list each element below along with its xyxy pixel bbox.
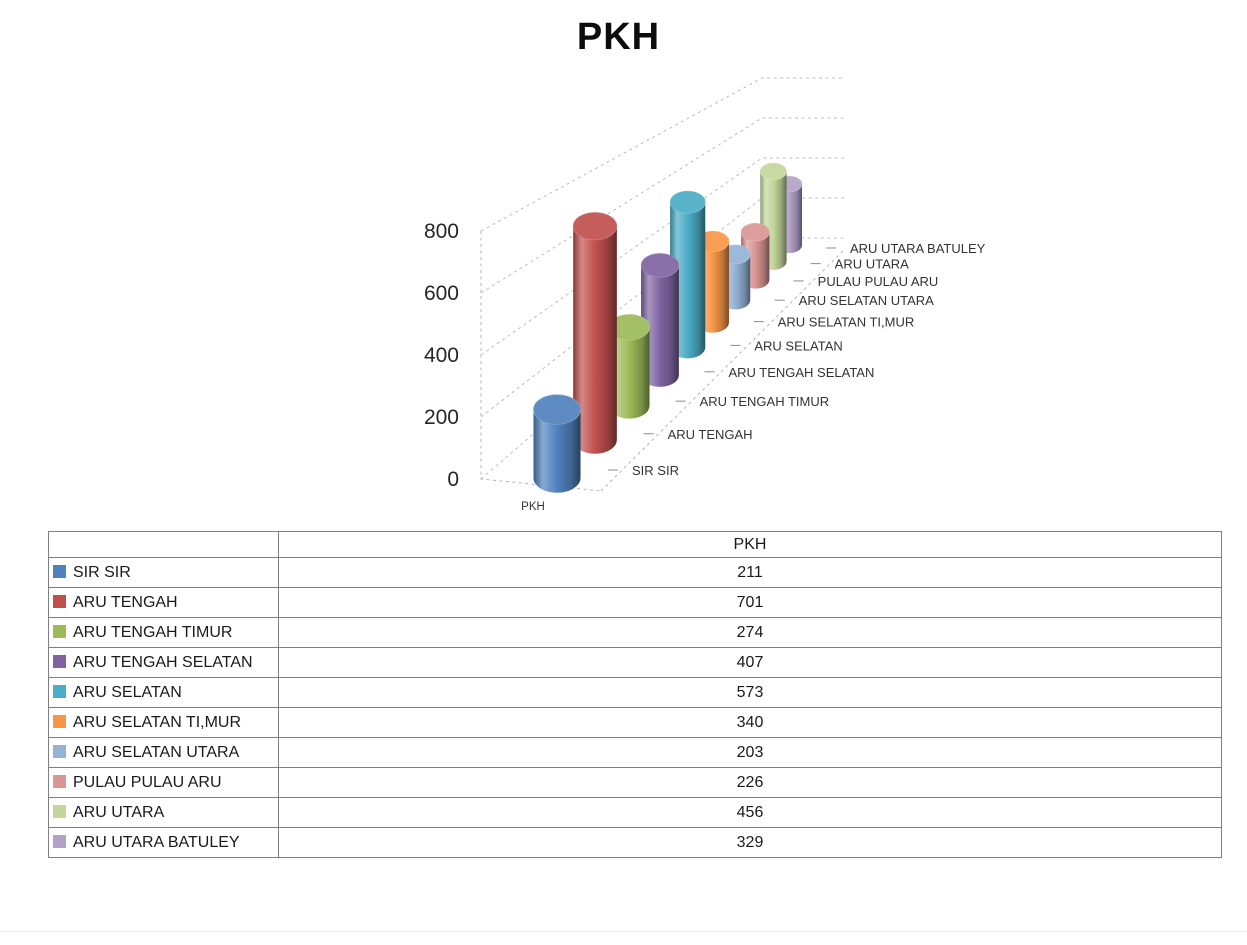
cylinder xyxy=(640,253,680,387)
value-column-header: PKH xyxy=(278,531,1222,558)
cylinder xyxy=(533,394,581,493)
series-label: ARU SELATAN xyxy=(754,338,842,353)
legend-swatch xyxy=(53,774,66,788)
value-cell: 211 xyxy=(278,557,1222,588)
cylinder-3d-chart: SIR SIR ARU TENGAH ARU TENGAH TIMUR ARU TEN… xyxy=(424,77,986,513)
legend-label: SIR SIR xyxy=(73,563,131,581)
series-labels: SIR SIR ARU TENGAH ARU TENGAH TIMUR ARU TEN… xyxy=(608,241,986,478)
value-cell: 407 xyxy=(278,647,1222,678)
legend-label: ARU TENGAH SELATAN xyxy=(73,653,253,671)
legend-label: ARU TENGAH xyxy=(73,593,178,611)
legend-label-cell: PULAU PULAU ARU xyxy=(48,767,279,798)
series-label: ARU SELATAN UTARA xyxy=(799,293,934,308)
series-label: ARU SELATAN TI,MUR xyxy=(778,315,915,330)
table-row: ARU UTARA BATULEY 329 xyxy=(48,827,1222,858)
table-row: SIR SIR 211 xyxy=(48,557,1222,588)
chart-title: PKH xyxy=(576,16,661,58)
legend-swatch xyxy=(53,684,66,698)
table-row: ARU UTARA 456 xyxy=(48,797,1222,828)
legend-label: ARU UTARA xyxy=(73,803,165,821)
series-label: SIR SIR xyxy=(632,463,679,478)
cylinders xyxy=(533,162,803,493)
value-axis-tick-label: 200 xyxy=(424,406,459,429)
value-cell: 573 xyxy=(278,677,1222,708)
cylinder xyxy=(669,190,706,359)
series-label: ARU UTARA BATULEY xyxy=(850,241,986,256)
table-row: ARU TENGAH TIMUR 274 xyxy=(48,617,1222,648)
value-cell: 329 xyxy=(278,827,1222,858)
legend-label-cell: ARU SELATAN xyxy=(48,677,279,708)
value-axis-tick-label: 400 xyxy=(424,344,459,367)
value-axis-tick-label: 600 xyxy=(424,282,459,305)
series-label: PULAU PULAU ARU xyxy=(818,274,939,289)
legend-label-cell: ARU SELATAN TI,MUR xyxy=(48,707,279,738)
legend-label-cell: ARU TENGAH xyxy=(48,587,279,618)
legend-swatch xyxy=(53,564,66,578)
legend-swatch xyxy=(53,654,66,668)
legend-label: ARU TENGAH TIMUR xyxy=(73,623,233,641)
legend-column-header xyxy=(48,531,279,558)
legend-swatch xyxy=(53,594,66,608)
legend-swatch xyxy=(53,834,66,848)
series-label: ARU UTARA xyxy=(835,257,909,272)
cylinder xyxy=(572,212,618,454)
table-row: ARU TENGAH SELATAN 407 xyxy=(48,647,1222,678)
legend-swatch xyxy=(53,744,66,758)
data-table: PKH SIR SIR 211 ARU TENGAH 701 ARU TENGAH TI… xyxy=(48,531,1222,858)
value-cell: 456 xyxy=(278,797,1222,828)
legend-label-cell: ARU UTARA xyxy=(48,797,279,828)
legend-swatch xyxy=(53,624,66,638)
value-cell: 226 xyxy=(278,767,1222,798)
bottom-divider xyxy=(0,931,1247,932)
series-label: ARU TENGAH SELATAN xyxy=(728,365,874,380)
table-row: ARU SELATAN UTARA 203 xyxy=(48,737,1222,768)
legend-label: ARU SELATAN TI,MUR xyxy=(73,713,242,731)
data-table-region: PKH SIR SIR 211 ARU TENGAH 701 ARU TENGAH TI… xyxy=(48,531,1222,858)
series-label: ARU TENGAH TIMUR xyxy=(700,394,830,409)
legend-label-cell: ARU UTARA BATULEY xyxy=(48,827,279,858)
legend-swatch xyxy=(53,714,66,728)
table-row: ARU SELATAN 573 xyxy=(48,677,1222,708)
value-axis-tick-label: 0 xyxy=(447,468,459,491)
table-row: PULAU PULAU ARU 226 xyxy=(48,767,1222,798)
axis-lines xyxy=(480,231,847,492)
category-axis-label: PKH xyxy=(521,501,545,513)
legend-label-cell: ARU TENGAH SELATAN xyxy=(48,647,279,678)
value-axis-tick-label: 800 xyxy=(424,220,459,243)
legend-label-cell: SIR SIR xyxy=(48,557,279,588)
legend-swatch xyxy=(53,804,66,818)
table-header-row: PKH xyxy=(48,531,1222,558)
value-cell: 203 xyxy=(278,737,1222,768)
cylinder xyxy=(608,314,650,419)
value-cell: 701 xyxy=(278,587,1222,618)
value-cell: 274 xyxy=(278,617,1222,648)
legend-label: ARU SELATAN xyxy=(73,683,182,701)
legend-label: ARU SELATAN UTARA xyxy=(73,743,240,761)
table-row: ARU SELATAN TI,MUR 340 xyxy=(48,707,1222,738)
series-label: ARU TENGAH xyxy=(668,427,753,442)
legend-label: ARU UTARA BATULEY xyxy=(73,833,240,851)
value-axis-labels: 0 200 400 600 800 xyxy=(424,220,459,491)
table-row: ARU TENGAH 701 xyxy=(48,587,1222,618)
legend-label-cell: ARU TENGAH TIMUR xyxy=(48,617,279,648)
value-cell: 340 xyxy=(278,707,1222,738)
legend-label: PULAU PULAU ARU xyxy=(73,773,222,791)
legend-label-cell: ARU SELATAN UTARA xyxy=(48,737,279,768)
